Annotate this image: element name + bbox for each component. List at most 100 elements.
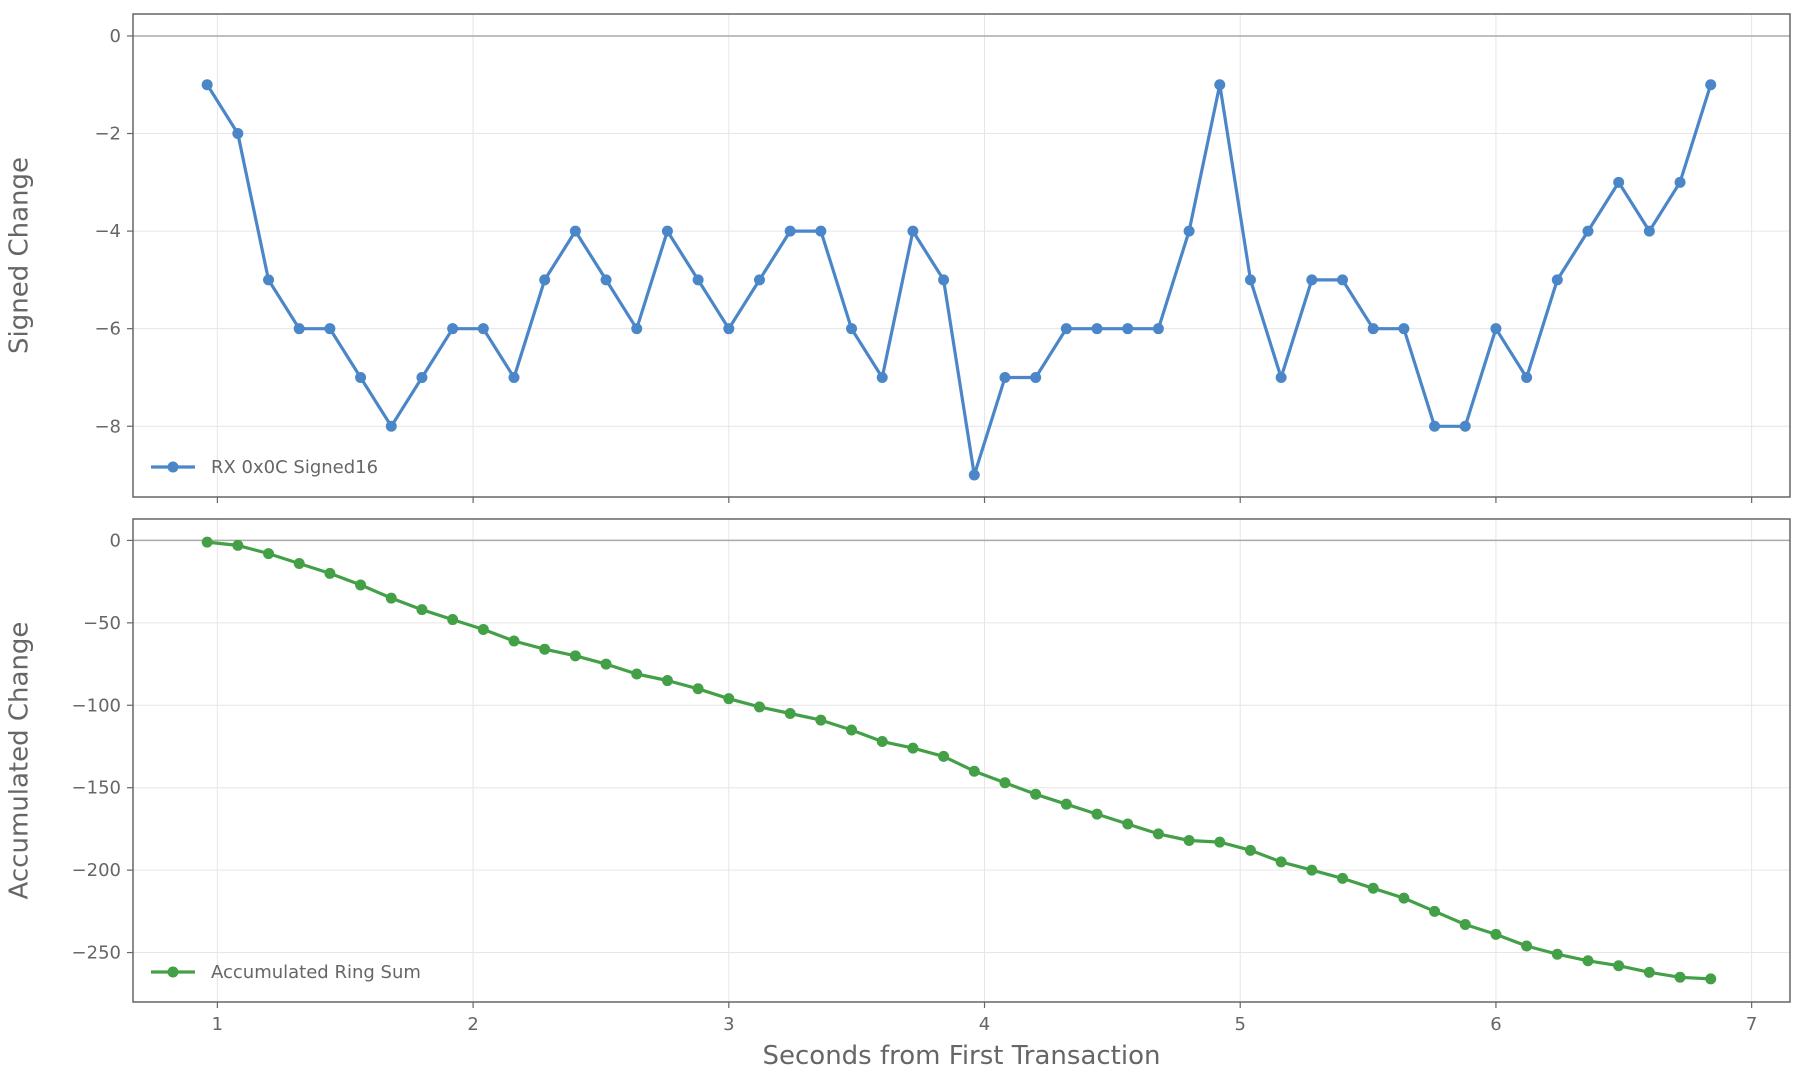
y-tick-label: 0 <box>110 26 121 47</box>
data-point <box>1306 274 1318 286</box>
data-point <box>477 323 489 335</box>
legend-label: RX 0x0C Signed16 <box>211 457 378 478</box>
data-point <box>1613 960 1625 972</box>
data-point <box>1674 176 1686 188</box>
data-point <box>661 675 673 687</box>
data-point <box>938 750 950 762</box>
data-point <box>201 536 213 548</box>
data-point <box>324 567 336 579</box>
data-point <box>1367 882 1379 894</box>
legend: Accumulated Ring Sum <box>151 962 421 983</box>
data-point <box>263 274 275 286</box>
data-point <box>999 371 1011 383</box>
x-axis-label: Seconds from First Transaction <box>763 1041 1161 1071</box>
legend-marker <box>167 966 179 978</box>
chart-panel-1: 0 −2 −4 −6 −8 Signed Change RX 0x0C Signed16 <box>5 13 1791 503</box>
data-point <box>1643 966 1655 978</box>
y-tick-label: −200 <box>72 860 121 881</box>
data-point <box>784 708 796 720</box>
data-point <box>753 701 765 713</box>
x-tick-label: 6 <box>1490 1014 1501 1035</box>
data-point <box>508 371 520 383</box>
data-point <box>723 323 735 335</box>
data-point <box>1183 834 1195 846</box>
data-point <box>1337 872 1349 884</box>
data-point <box>569 650 581 662</box>
data-point <box>477 623 489 635</box>
data-point <box>846 724 858 736</box>
plot-frame <box>132 518 1791 1003</box>
data-point <box>999 777 1011 789</box>
data-point <box>631 323 643 335</box>
data-point <box>293 323 305 335</box>
series-line <box>205 83 1713 477</box>
data-point <box>1306 864 1318 876</box>
y-tick-label: −250 <box>72 943 121 964</box>
data-point <box>416 604 428 616</box>
data-point <box>385 420 397 432</box>
data-point <box>815 225 827 237</box>
data-point <box>1337 274 1349 286</box>
data-point <box>1705 79 1717 91</box>
data-point <box>1551 948 1563 960</box>
y-tick-label: −100 <box>72 695 121 716</box>
data-point <box>600 658 612 670</box>
data-point <box>631 668 643 680</box>
data-point <box>1091 323 1103 335</box>
series-line <box>207 540 1711 981</box>
data-point <box>661 225 673 237</box>
data-point <box>539 643 551 655</box>
data-point <box>508 635 520 647</box>
data-point <box>416 371 428 383</box>
data-point <box>968 469 980 481</box>
legend: RX 0x0C Signed16 <box>151 457 378 478</box>
y-tick-label: −2 <box>94 124 121 145</box>
data-point <box>232 128 244 140</box>
data-point <box>1152 323 1164 335</box>
y-tick-label: −150 <box>72 778 121 799</box>
data-point <box>1429 420 1441 432</box>
data-point <box>1060 323 1072 335</box>
data-point <box>1490 928 1502 940</box>
data-point <box>876 736 888 748</box>
data-point <box>1429 905 1441 917</box>
data-point <box>723 693 735 705</box>
y-tick-label: −4 <box>94 221 121 242</box>
x-tick-label: 7 <box>1746 1014 1757 1035</box>
y-axis-label: Accumulated Change <box>5 622 35 900</box>
data-point <box>815 714 827 726</box>
legend-label: Accumulated Ring Sum <box>211 962 421 983</box>
data-point <box>1613 176 1625 188</box>
data-point <box>355 579 367 591</box>
data-point <box>447 323 459 335</box>
data-point <box>1705 973 1717 985</box>
data-point <box>263 548 275 560</box>
data-point <box>293 558 305 570</box>
data-point <box>1674 971 1686 983</box>
data-point <box>1152 828 1164 840</box>
data-point <box>1244 274 1256 286</box>
data-point <box>1214 79 1226 91</box>
data-point <box>324 323 336 335</box>
data-point <box>1521 940 1533 952</box>
data-point <box>1398 892 1410 904</box>
x-tick-label: 5 <box>1234 1014 1245 1035</box>
data-point <box>1459 420 1471 432</box>
y-tick-label: 0 <box>110 530 121 551</box>
data-point <box>1091 808 1103 820</box>
data-point <box>1582 955 1594 967</box>
legend-marker <box>167 461 179 473</box>
plot-frame <box>132 13 1791 498</box>
data-point <box>876 371 888 383</box>
data-point <box>1030 788 1042 800</box>
data-point <box>907 742 919 754</box>
data-point <box>1183 225 1195 237</box>
data-point <box>1275 856 1287 868</box>
data-point <box>753 274 765 286</box>
data-point <box>1244 844 1256 856</box>
data-point <box>1367 323 1379 335</box>
data-point <box>1643 225 1655 237</box>
data-point <box>1490 323 1502 335</box>
